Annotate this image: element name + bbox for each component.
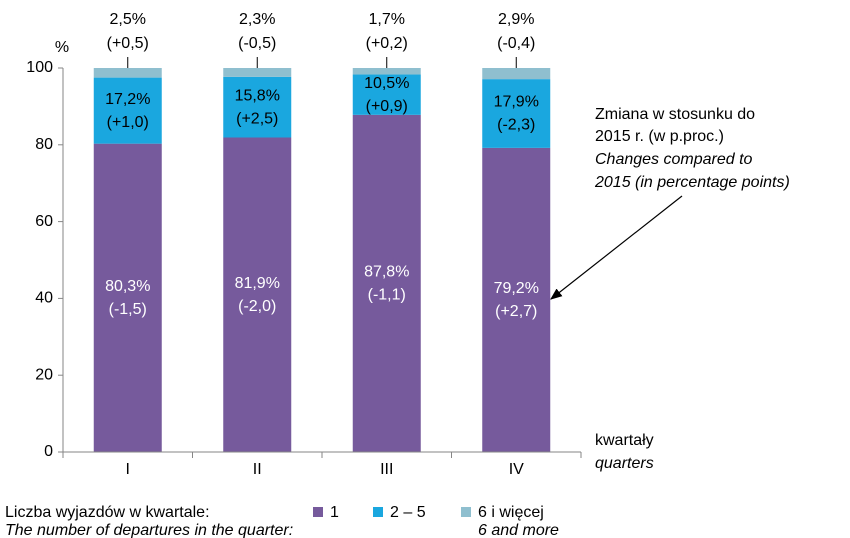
x-tick-label: II [253, 461, 262, 478]
legend-swatch [373, 507, 383, 517]
bar-segment [352, 68, 421, 75]
value-label: 1,7% [369, 11, 405, 28]
y-tick-label: 0 [44, 443, 53, 460]
bar-segment [223, 137, 292, 452]
change-label: (+2,7) [495, 303, 537, 320]
y-tick-label: 40 [35, 290, 53, 307]
legend-swatch [461, 507, 471, 517]
bar-segment [352, 114, 421, 453]
bar-segment [93, 68, 162, 78]
change-label: (+1,0) [107, 114, 149, 131]
bar-segment [223, 76, 292, 138]
legend-label-en: 6 and more [478, 522, 559, 538]
bar-segment [223, 68, 292, 77]
value-label: 2,5% [110, 11, 146, 28]
annotation: 2015 r. (w p.proc.) [595, 128, 724, 145]
value-label: 80,3% [105, 278, 150, 295]
annotation-en: 2015 (in percentage points) [594, 174, 790, 191]
y-tick-label: 80 [35, 136, 53, 153]
change-label: (-0,4) [497, 35, 535, 52]
annotation: Zmiana w stosunku do [595, 106, 755, 123]
change-label: (+2,5) [236, 110, 278, 127]
bar-segment [482, 68, 551, 80]
x-tick-label: IV [509, 461, 524, 478]
value-label: 15,8% [235, 87, 280, 104]
legend-title-en: The number of departures in the quarter: [5, 522, 293, 538]
bar-segment [352, 74, 421, 115]
change-label: (+0,2) [366, 35, 408, 52]
value-label: 17,9% [494, 94, 539, 111]
annotation-en: Changes compared to [595, 151, 753, 168]
value-label: 81,9% [235, 275, 280, 292]
value-label: 87,8% [364, 264, 409, 281]
change-label: (-2,0) [238, 298, 276, 315]
y-tick-label: 100 [26, 59, 53, 76]
value-label: 79,2% [494, 280, 539, 297]
change-label: (-2,3) [497, 117, 535, 134]
legend-label: 1 [330, 504, 339, 521]
x-label: kwartały [595, 432, 654, 449]
change-label: (+0,9) [366, 98, 408, 115]
y-tick-label: 20 [35, 366, 53, 383]
y-unit: % [55, 39, 69, 56]
value-label: 2,9% [498, 11, 534, 28]
y-tick-label: 60 [35, 213, 53, 230]
x-tick-label: III [380, 461, 393, 478]
legend-swatch [313, 507, 323, 517]
x-label-en: quarters [595, 455, 654, 472]
value-label: 10,5% [364, 75, 409, 92]
bar-segment [482, 79, 551, 148]
value-label: 2,3% [239, 11, 275, 28]
change-label: (-0,5) [238, 35, 276, 52]
x-tick-label: I [126, 461, 130, 478]
arrow [550, 195, 683, 300]
legend-label: 2 – 5 [390, 504, 426, 521]
legend-title: Liczba wyjazdów w kwartale: [5, 504, 210, 521]
change-label: (-1,5) [109, 301, 147, 318]
change-label: (-1,1) [368, 287, 406, 304]
bar-segment [93, 143, 162, 452]
value-label: 17,2% [105, 91, 150, 108]
change-label: (+0,5) [107, 35, 149, 52]
bar-segment [482, 147, 551, 452]
bar-segment [93, 77, 162, 144]
legend-label: 6 i więcej [478, 504, 544, 521]
